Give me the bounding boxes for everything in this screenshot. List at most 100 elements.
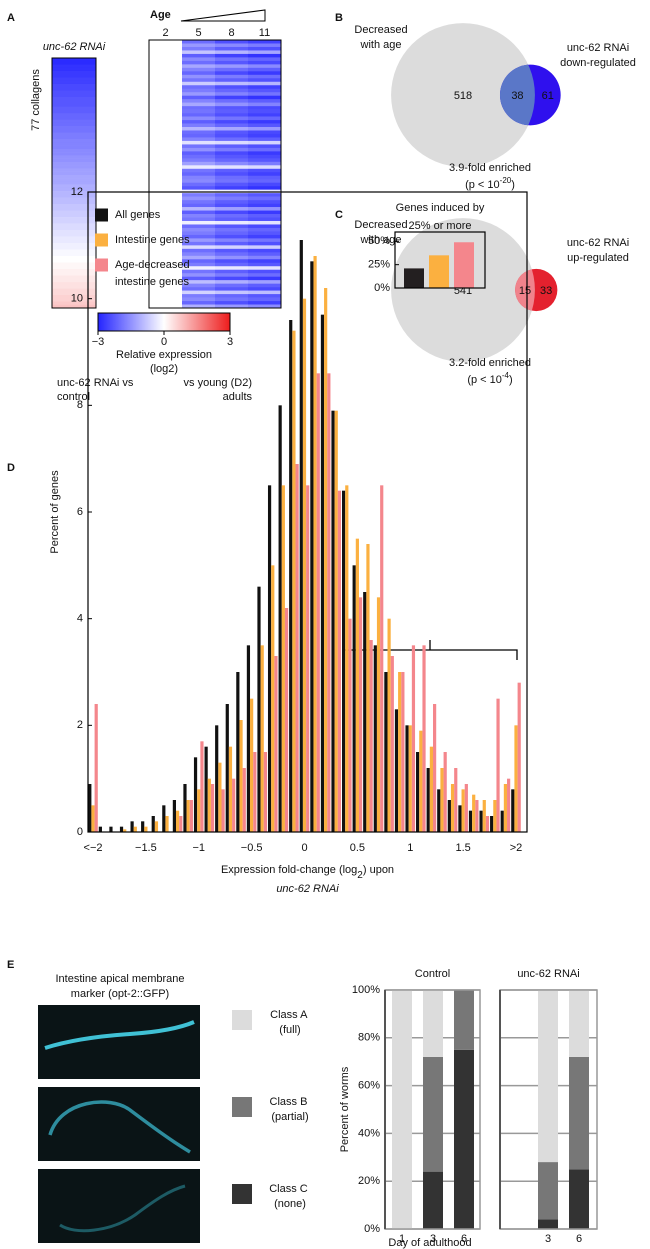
heatmap-cell xyxy=(182,297,216,302)
heatmap-cell xyxy=(52,210,96,215)
heatmap-cell xyxy=(52,103,96,108)
bar xyxy=(263,752,267,832)
heatmap-cell xyxy=(248,245,282,250)
bar-segment xyxy=(454,990,474,1050)
bar xyxy=(162,805,166,832)
heatmap-cell xyxy=(215,266,249,271)
heatmap-cell xyxy=(248,92,282,96)
heatmap-cell xyxy=(182,234,216,239)
heatmap-cell xyxy=(248,248,282,253)
x-label-part: Expression fold-change (log xyxy=(221,864,357,876)
heatmap-cell xyxy=(149,40,183,44)
heatmap-cell xyxy=(182,95,216,100)
heatmap-cell xyxy=(149,304,183,309)
heatmap-cell xyxy=(52,109,96,114)
bar xyxy=(454,768,458,832)
heatmap-cell xyxy=(182,85,216,90)
heatmap-cell xyxy=(149,144,183,149)
heatmap-cell xyxy=(215,130,249,135)
bar xyxy=(133,826,137,832)
heatmap-cell xyxy=(182,217,216,222)
heatmap-cell xyxy=(215,294,249,298)
heatmap-cell xyxy=(215,238,249,243)
heatmap-cell xyxy=(52,295,96,299)
heatmap-cell xyxy=(248,133,282,138)
heatmap-cell xyxy=(149,85,183,90)
heatmap-cell xyxy=(215,120,249,124)
bar-segment xyxy=(423,1171,443,1229)
heatmap-cell xyxy=(215,88,249,93)
bar xyxy=(250,698,254,832)
heatmap-cell xyxy=(215,248,249,253)
micrographs xyxy=(38,1005,200,1243)
heatmap-cell xyxy=(52,226,96,231)
heatmap-cell xyxy=(149,154,183,159)
bar xyxy=(387,618,391,832)
bar xyxy=(342,490,346,832)
bar xyxy=(306,485,310,832)
y-tick-label: 8 xyxy=(77,399,83,411)
venn-caption: 3.9-fold enriched xyxy=(449,162,531,174)
heatmap-cell xyxy=(248,273,282,277)
heatmap-cell xyxy=(182,130,216,135)
heatmap-cell xyxy=(182,123,216,128)
heatmap-cell xyxy=(215,269,249,274)
heatmap-cell xyxy=(149,147,183,152)
bar xyxy=(284,608,289,832)
heatmap-cell xyxy=(149,269,183,274)
heatmap-border xyxy=(51,57,97,309)
bar xyxy=(517,682,521,832)
heatmap-cell xyxy=(248,276,282,281)
heatmap-cell xyxy=(52,93,96,98)
heatmap-cell xyxy=(52,272,96,276)
heatmap-cell xyxy=(182,144,216,149)
bar xyxy=(91,805,95,832)
heatmap-cell xyxy=(248,231,282,236)
heatmap-cell xyxy=(182,74,216,79)
heatmap-cell xyxy=(52,100,96,104)
bar xyxy=(200,741,204,832)
heatmap-cell xyxy=(182,241,216,246)
heatmap-cell xyxy=(215,276,249,281)
heatmap-cell xyxy=(182,255,216,260)
column-label: 8 xyxy=(228,27,234,39)
heatmap-cell xyxy=(182,78,216,83)
heatmap-cell xyxy=(149,224,183,229)
colorbar-tick-label: 0 xyxy=(161,336,167,348)
image-caption: marker (opt-2::GFP) xyxy=(71,988,169,1000)
p-value: (p < 10-4) xyxy=(467,371,512,386)
heatmap-cell xyxy=(215,287,249,291)
heatmap-cell xyxy=(215,67,249,72)
heatmap-cell xyxy=(248,161,282,166)
heatmap-cell xyxy=(248,294,282,298)
heatmap-cell xyxy=(215,203,249,208)
heatmap-cell xyxy=(248,113,282,117)
heatmap-cell xyxy=(52,217,96,221)
heatmap-cell xyxy=(149,95,183,100)
heatmap-cell xyxy=(248,165,282,170)
legend-swatch xyxy=(95,208,108,222)
heatmap-cell xyxy=(182,294,216,298)
bar xyxy=(228,746,233,832)
y-tick-label: 0 xyxy=(77,826,83,838)
heatmap-cell xyxy=(248,147,282,152)
axes-frame xyxy=(87,191,528,833)
y-label: Percent of worms xyxy=(339,1066,351,1152)
bar xyxy=(454,242,474,288)
chart-title: Genes induced by xyxy=(396,202,485,214)
heatmap-cell xyxy=(182,182,216,187)
bar xyxy=(218,762,222,832)
heatmap-cell xyxy=(149,130,183,135)
heatmap-cell xyxy=(52,288,96,293)
bar xyxy=(363,592,367,832)
label-line: (full) xyxy=(279,1024,300,1036)
y-tick-label: 100% xyxy=(352,984,380,996)
bar xyxy=(475,800,479,832)
heatmap-cell xyxy=(149,123,183,128)
heatmap-cell xyxy=(182,46,216,51)
x-label: Expression fold-change (log2) upon xyxy=(221,864,394,881)
bar xyxy=(253,752,257,832)
heatmap-cell xyxy=(215,224,249,229)
heatmap-cell xyxy=(215,283,249,288)
heatmap-cell xyxy=(248,74,282,79)
